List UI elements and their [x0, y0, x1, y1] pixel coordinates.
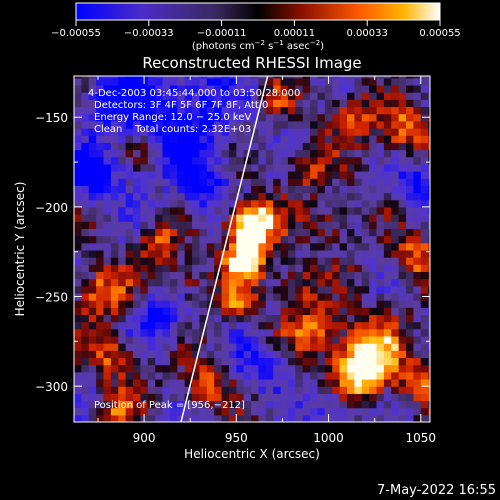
colorbar-tick-label: −0.00011	[197, 28, 247, 39]
colorbar-tick-label: −0.00055	[51, 28, 101, 39]
y-tick-label: −250	[35, 291, 68, 305]
y-axis-label: Heliocentric Y (arcsec)	[13, 182, 27, 317]
y-tick-label: −150	[35, 111, 68, 125]
footer-date: 7-May-2022 16:55	[377, 483, 496, 498]
x-axis-label: Heliocentric X (arcsec)	[184, 447, 320, 461]
colorbar: −0.00055 −0.00033 −0.00011 0.00011 0.00033 0.…	[51, 2, 461, 52]
solar-limb-line	[180, 76, 269, 422]
x-tick-label: 1050	[406, 431, 437, 445]
chart-title: Reconstructed RHESSI Image	[142, 54, 361, 72]
colorbar-gradient	[75, 2, 441, 21]
colorbar-tick-label: 0.00011	[274, 28, 315, 39]
annotation-clean: Clean Total counts: 2.32E+03	[94, 124, 251, 135]
colorbar-tick-label: −0.00033	[124, 28, 174, 39]
x-tick-label: 1000	[313, 431, 344, 445]
colorbar-unit: (photons cm−2 s−1 asec−2)	[192, 39, 324, 52]
heatmap-image	[74, 76, 430, 422]
colorbar-tick-label: 0.00033	[347, 28, 388, 39]
plot-frame	[73, 75, 431, 423]
colorbar-ticks: −0.00055 −0.00033 −0.00011 0.00011 0.00033 0.…	[51, 20, 461, 39]
x-tick-label: 950	[225, 431, 248, 445]
colorbar-tick-label: 0.00055	[419, 28, 460, 39]
annotation-block: 4-Dec-2003 03:45:44.000 to 03:50:28.000 …	[88, 88, 300, 411]
axis-ticks: 900 950 1000 1050 −300 −250 −200 −150	[35, 76, 436, 445]
y-tick-label: −200	[35, 201, 68, 215]
x-tick-label: 900	[133, 431, 156, 445]
annotation-energy: Energy Range: 12.0 − 25.0 keV	[94, 112, 251, 123]
annotation-detectors: Detectors: 3F 4F 5F 6F 7F 8F, Att 0	[94, 100, 268, 111]
annotation-time: 4-Dec-2003 03:45:44.000 to 03:50:28.000	[88, 88, 300, 99]
y-tick-label: −300	[35, 380, 68, 394]
annotation-peak: Position of Peak = [956,−212]	[94, 400, 245, 411]
